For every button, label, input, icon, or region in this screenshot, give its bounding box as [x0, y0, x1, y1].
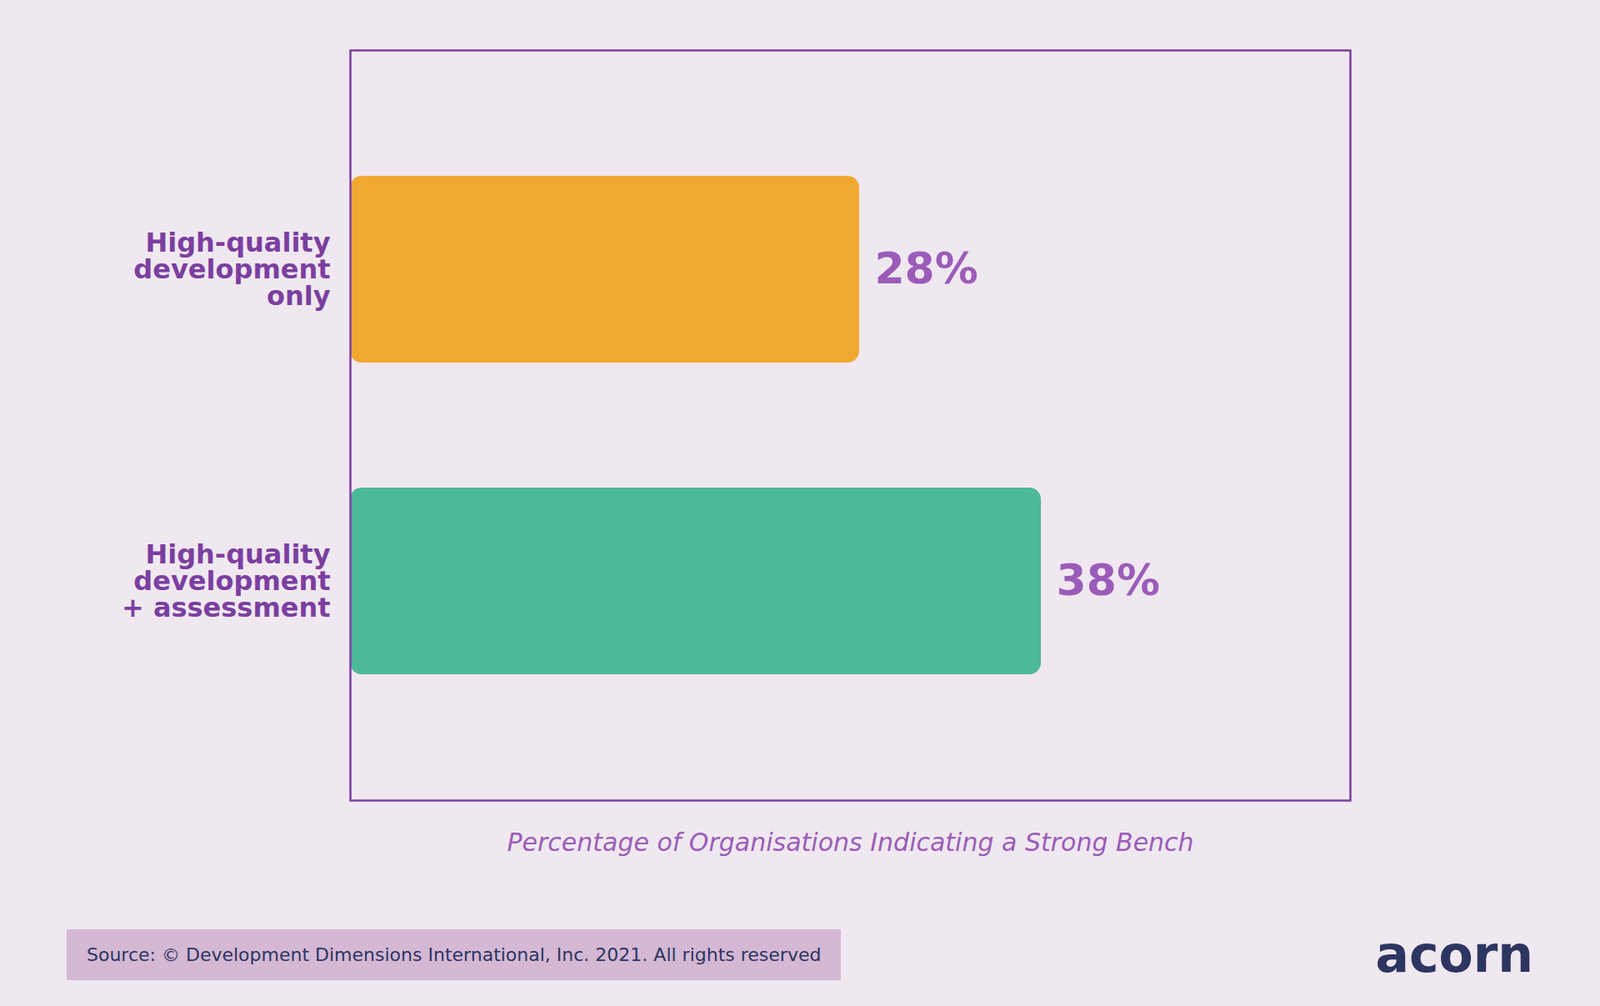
svg-text:High-qualitydevelopmentonly: High-qualitydevelopmentonly	[133, 226, 330, 312]
html-text:Source: © Development Dimensio: Source: © Development Dimensions Interna…	[86, 943, 822, 965]
svg-text:28%: 28%	[874, 243, 978, 294]
html-text:acorn: acorn	[1375, 925, 1534, 984]
svg-text:High-qualitydevelopment+ asses: High-qualitydevelopment+ assessment	[121, 538, 331, 624]
svg-text:38%: 38%	[1056, 555, 1160, 605]
svg-text:Percentage of Organisations In: Percentage of Organisations Indicating a…	[506, 827, 1194, 857]
